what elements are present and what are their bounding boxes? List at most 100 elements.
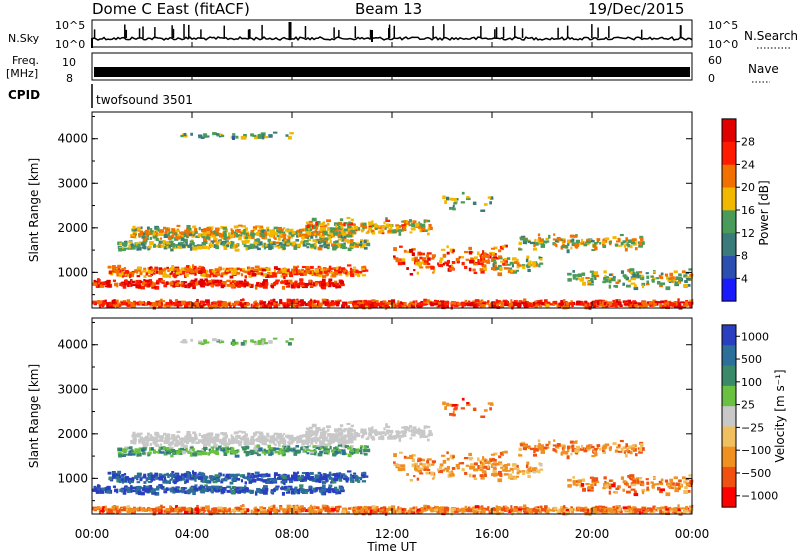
- velocity-echo: [238, 486, 244, 491]
- velocity-echo: [361, 480, 367, 483]
- velocity-echo: [280, 434, 284, 437]
- velocity-echo: [227, 438, 231, 443]
- velocity-echo: [205, 442, 210, 446]
- power-echo: [341, 223, 346, 226]
- power-echo: [439, 303, 444, 307]
- power-echo: [396, 228, 400, 231]
- power-echo: [521, 264, 526, 267]
- power-echo: [287, 136, 292, 140]
- velocity-echo: [124, 478, 127, 482]
- velocity-echo: [122, 474, 125, 478]
- power-echo: [403, 302, 407, 306]
- power-echo: [516, 265, 520, 269]
- power-echo: [419, 266, 424, 269]
- power-echo: [509, 261, 514, 265]
- power-echo: [362, 305, 366, 310]
- power-echo: [396, 302, 401, 306]
- power-echo: [292, 300, 297, 305]
- velocity-echo: [204, 487, 207, 492]
- power-echo: [456, 303, 461, 307]
- power-echo: [567, 272, 572, 276]
- power-echo: [190, 270, 195, 273]
- power-echo: [333, 222, 339, 226]
- velocity-echo: [354, 450, 359, 454]
- power-echo: [209, 243, 214, 248]
- power-echo: [305, 269, 310, 274]
- power-echo: [423, 219, 426, 224]
- power-echo: [279, 233, 284, 237]
- power-echo: [121, 272, 124, 276]
- power-echo: [503, 267, 509, 270]
- velocity-echo: [175, 489, 180, 493]
- velocity-echo: [223, 443, 227, 447]
- power-echo: [659, 284, 663, 288]
- velocity-echo: [500, 511, 505, 514]
- power-echo: [229, 234, 235, 238]
- power-echo: [629, 271, 634, 275]
- power-echo: [421, 223, 426, 227]
- power-echo: [313, 299, 316, 304]
- power-echo: [322, 278, 326, 283]
- velocity-echo: [220, 431, 224, 435]
- velocity-echo: [190, 477, 195, 481]
- velocity-echo: [230, 437, 234, 442]
- power-echo: [175, 271, 180, 275]
- power-echo: [180, 134, 184, 138]
- velocity-echo: [344, 474, 347, 478]
- velocity-echo: [318, 438, 321, 442]
- power-echo: [177, 233, 180, 238]
- power-echo: [474, 299, 480, 303]
- velocity-echo: [357, 506, 363, 510]
- velocity-echo: [319, 472, 322, 476]
- power-echo: [512, 271, 518, 274]
- power-echo: [340, 234, 343, 239]
- velocity-echo: [309, 490, 314, 493]
- power-echo: [354, 300, 358, 303]
- velocity-echo: [238, 442, 242, 446]
- power-echo: [373, 223, 378, 226]
- power-echo: [437, 262, 440, 266]
- power-echo: [287, 268, 290, 272]
- power-echo: [665, 302, 670, 305]
- velocity-echo: [205, 485, 209, 488]
- velocity-echo: [169, 510, 175, 513]
- power-echo: [415, 300, 418, 303]
- power-echo: [571, 242, 576, 247]
- velocity-echo: [265, 450, 269, 453]
- power-echo: [393, 257, 399, 260]
- y-tick-label: 4000: [57, 132, 88, 146]
- power-echo: [421, 302, 427, 306]
- power-echo: [202, 245, 206, 250]
- velocity-echo: [144, 442, 148, 446]
- power-echo: [198, 265, 202, 269]
- velocity-echo: [329, 476, 332, 480]
- power-echo: [684, 301, 688, 304]
- velocity-echo: [230, 434, 233, 438]
- power-echo: [279, 300, 282, 304]
- power-echo: [523, 298, 527, 302]
- power-echo: [614, 284, 619, 288]
- power-echo: [340, 227, 344, 230]
- power-echo: [163, 270, 167, 275]
- power-echo: [627, 244, 631, 248]
- power-echo: [237, 284, 242, 288]
- velocity-echo: [297, 490, 301, 495]
- velocity-echo: [202, 451, 206, 456]
- velocity-echo: [239, 489, 245, 493]
- power-echo: [300, 228, 305, 232]
- power-echo: [481, 255, 484, 260]
- power-echo: [227, 302, 231, 306]
- power-echo: [590, 240, 595, 243]
- power-echo: [203, 227, 208, 232]
- power-echo: [152, 303, 157, 307]
- velocity-echo: [297, 436, 300, 439]
- power-echo: [268, 134, 273, 138]
- velocity-echo: [231, 477, 237, 482]
- power-echo: [273, 282, 276, 287]
- power-echo: [594, 299, 599, 303]
- velocity-echo: [166, 474, 170, 477]
- power-echo: [315, 221, 318, 226]
- power-echo: [256, 272, 261, 275]
- power-echo: [250, 229, 254, 233]
- velocity-echo: [148, 451, 152, 455]
